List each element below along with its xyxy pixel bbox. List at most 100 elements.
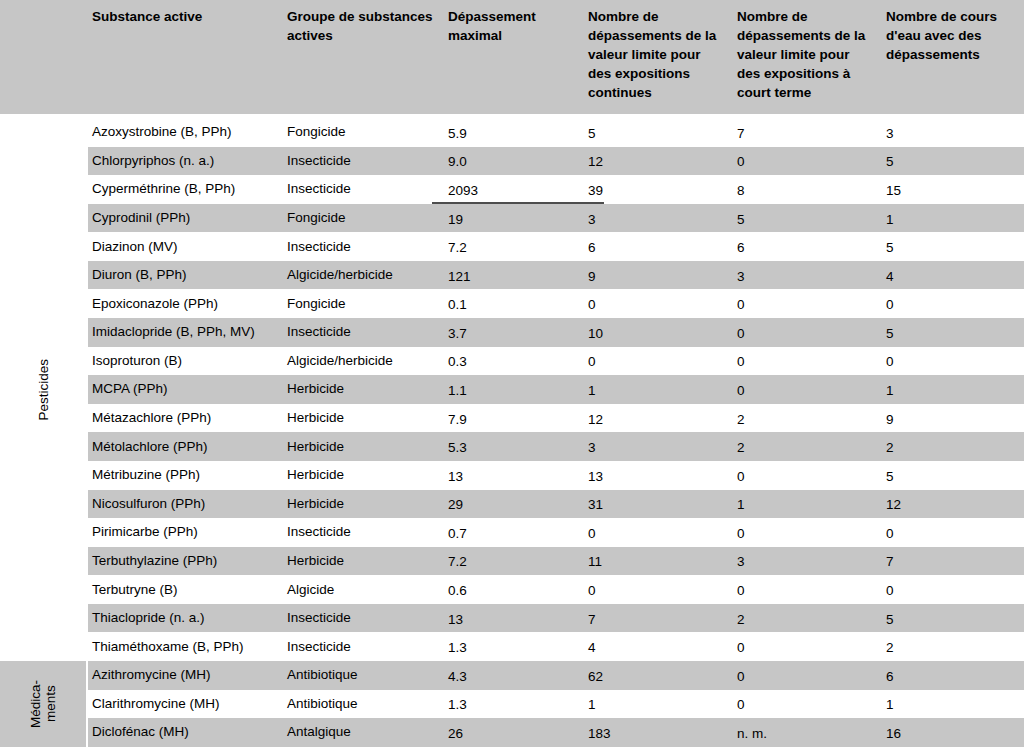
table-body: PesticidesAzoxystrobine (B, PPh)Fongicid… xyxy=(0,118,1024,747)
chronic-exceedances-cell: 3 xyxy=(584,209,733,228)
chronic-exceedances-cell: 12 xyxy=(584,151,733,170)
table-row: Thiaclopride (n. a.)Insecticide13725 xyxy=(88,604,1024,633)
chronic-exceedances-cell: 11 xyxy=(584,551,733,570)
group-cell: Antibiotique xyxy=(283,696,444,712)
chronic-exceedances-cell: 3 xyxy=(584,437,733,456)
watercourses-cell: 1 xyxy=(882,694,1024,713)
group-cell: Fongicide xyxy=(283,210,444,226)
substances-exceedance-table: Substance active Groupe de substances ac… xyxy=(0,0,1024,747)
watercourses-cell: 0 xyxy=(882,351,1024,370)
table-row: Diazinon (MV)Insecticide7.2665 xyxy=(88,232,1024,261)
group-label-text: Médica- ments xyxy=(28,680,58,728)
acute-exceedances-cell: 0 xyxy=(733,294,882,313)
group-cell: Fongicide xyxy=(283,296,444,312)
watercourses-cell: 2 xyxy=(882,637,1024,656)
group-cell: Herbicide xyxy=(283,439,444,455)
watercourses-cell: 0 xyxy=(882,580,1024,599)
group-rows: Azithromycine (MH)Antibiotique4.36206 Cla… xyxy=(88,661,1024,747)
column-header-exceed-acute: Nombre de dépassements de la valeur limi… xyxy=(733,0,882,102)
group-cell: Insecticide xyxy=(283,639,444,655)
chronic-exceedances-cell: 0 xyxy=(584,351,733,370)
acute-exceedances-cell: 0 xyxy=(733,523,882,542)
acute-exceedances-cell: 8 xyxy=(733,180,882,199)
watercourses-cell: 5 xyxy=(882,323,1024,342)
table-row: Epoxiconazole (PPh)Fongicide0.1000 xyxy=(88,289,1024,318)
group-cell: Herbicide xyxy=(283,410,444,426)
watercourses-cell: 16 xyxy=(882,723,1024,742)
watercourses-cell: 1 xyxy=(882,380,1024,399)
table-row: Terbutryne (B)Algicide0.6000 xyxy=(88,575,1024,604)
watercourses-cell: 2 xyxy=(882,437,1024,456)
max-exceedance-cell: 19 xyxy=(444,209,584,228)
chronic-exceedances-cell: 7 xyxy=(584,609,733,628)
group-cell: Insecticide xyxy=(283,324,444,340)
watercourses-cell: 4 xyxy=(882,266,1024,285)
acute-exceedances-cell: 0 xyxy=(733,466,882,485)
table-row: Cyprodinil (PPh)Fongicide19351 xyxy=(88,204,1024,233)
group-cell: Herbicide xyxy=(283,381,444,397)
chronic-exceedances-cell: 6 xyxy=(584,237,733,256)
acute-exceedances-cell: 0 xyxy=(733,380,882,399)
substance-cell: Cyprodinil (PPh) xyxy=(88,210,283,226)
group-cell: Antalgique xyxy=(283,724,444,740)
group-cell: Herbicide xyxy=(283,553,444,569)
column-header-substance: Substance active xyxy=(88,0,283,26)
substance-cell: Epoxiconazole (PPh) xyxy=(88,296,283,312)
chronic-exceedances-cell: 4 xyxy=(584,637,733,656)
table-row: Métazachlore (PPh)Herbicide7.91229 xyxy=(88,404,1024,433)
table-row: Cyperméthrine (B, PPh)Insecticide2093398… xyxy=(88,175,1024,204)
substance-cell: Terbuthylazine (PPh) xyxy=(88,553,283,569)
group-cell: Algicide/herbicide xyxy=(283,353,444,369)
acute-exceedances-cell: n. m. xyxy=(733,723,882,742)
group-label-text: Pesticides xyxy=(36,359,51,421)
substance-cell: Chlorpyriphos (n. a.) xyxy=(88,153,283,169)
group-section: Médica- ments Azithromycine (MH)Antibioti… xyxy=(0,661,1024,747)
chronic-exceedances-cell: 0 xyxy=(584,580,733,599)
acute-exceedances-cell: 2 xyxy=(733,409,882,428)
max-exceedance-cell: 7.2 xyxy=(444,237,584,256)
acute-exceedances-cell: 0 xyxy=(733,323,882,342)
watercourses-cell: 0 xyxy=(882,523,1024,542)
substance-cell: Pirimicarbe (PPh) xyxy=(88,524,283,540)
acute-exceedances-cell: 0 xyxy=(733,151,882,170)
max-exceedance-cell: 4.3 xyxy=(444,666,584,685)
substance-cell: Clarithromycine (MH) xyxy=(88,696,283,712)
group-cell: Algicide/herbicide xyxy=(283,267,444,283)
max-exceedance-cell: 26 xyxy=(444,723,584,742)
chronic-exceedances-cell: 10 xyxy=(584,323,733,342)
group-cell: Insecticide xyxy=(283,524,444,540)
max-exceedance-cell: 121 xyxy=(444,266,584,285)
acute-exceedances-cell: 0 xyxy=(733,351,882,370)
acute-exceedances-cell: 0 xyxy=(733,637,882,656)
acute-exceedances-cell: 2 xyxy=(733,437,882,456)
max-exceedance-cell: 13 xyxy=(444,609,584,628)
table-row: Azithromycine (MH)Antibiotique4.36206 xyxy=(88,661,1024,690)
chronic-exceedances-cell: 13 xyxy=(584,466,733,485)
max-exceedance-cell: 0.3 xyxy=(444,351,584,370)
column-header-group: Groupe de substances actives xyxy=(283,0,444,45)
group-cell: Antibiotique xyxy=(283,667,444,683)
watercourses-cell: 1 xyxy=(882,209,1024,228)
acute-exceedances-cell: 0 xyxy=(733,694,882,713)
substance-cell: Azoxystrobine (B, PPh) xyxy=(88,124,283,140)
substance-cell: Thiaméthoxame (B, PPh) xyxy=(88,639,283,655)
substance-cell: Thiaclopride (n. a.) xyxy=(88,610,283,626)
table-row: Terbuthylazine (PPh)Herbicide7.21137 xyxy=(88,547,1024,576)
max-exceedance-cell: 1.3 xyxy=(444,694,584,713)
watercourses-cell: 5 xyxy=(882,609,1024,628)
table-row: MCPA (PPh)Herbicide1.1101 xyxy=(88,375,1024,404)
max-exceedance-cell: 1.3 xyxy=(444,637,584,656)
table-row: Chlorpyriphos (n. a.)Insecticide9.01205 xyxy=(88,147,1024,176)
substance-cell: Nicosulfuron (PPh) xyxy=(88,496,283,512)
acute-exceedances-cell: 5 xyxy=(733,209,882,228)
group-cell: Fongicide xyxy=(283,124,444,140)
group-rows: Azoxystrobine (B, PPh)Fongicide5.9573Chl… xyxy=(88,118,1024,661)
chronic-exceedances-cell: 0 xyxy=(584,523,733,542)
chronic-exceedances-cell: 9 xyxy=(584,266,733,285)
max-exceedance-cell: 3.7 xyxy=(444,323,584,342)
watercourses-cell: 5 xyxy=(882,466,1024,485)
acute-exceedances-cell: 0 xyxy=(733,580,882,599)
acute-exceedances-cell: 7 xyxy=(733,123,882,142)
chronic-exceedances-cell: 62 xyxy=(584,666,733,685)
column-header-max-exceedance: Dépassement maximal xyxy=(444,0,584,45)
